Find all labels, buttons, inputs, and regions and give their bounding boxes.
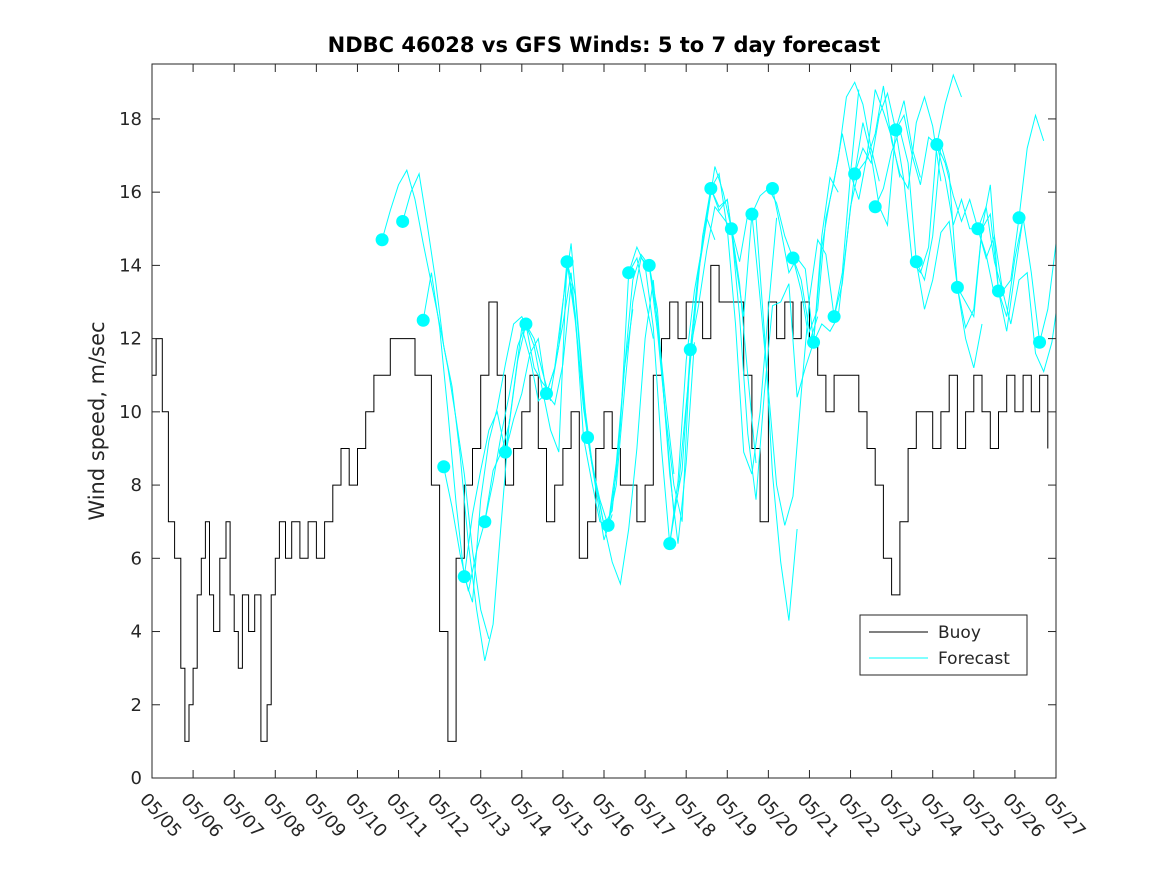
legend: Buoy Forecast xyxy=(859,614,1028,676)
y-tick-label: 10 xyxy=(119,402,142,423)
forecast-marker xyxy=(868,200,882,214)
forecast-run-line xyxy=(463,283,572,577)
forecast-run-line xyxy=(874,128,983,369)
forecast-run-line xyxy=(730,175,839,500)
y-axis-label: Wind speed, m/sec xyxy=(85,321,109,520)
chart-title: NDBC 46028 vs GFS Winds: 5 to 7 day fore… xyxy=(328,33,881,57)
forecast-run-line xyxy=(402,172,510,661)
forecast-run-line xyxy=(689,205,798,621)
forecast-marker xyxy=(704,181,718,195)
forecast-marker xyxy=(1033,335,1047,349)
forecast-marker xyxy=(498,445,512,459)
forecast-marker xyxy=(827,310,841,324)
forecast-marker xyxy=(765,181,779,195)
forecast-run-line xyxy=(895,113,1004,292)
forecast-marker xyxy=(1012,211,1026,225)
y-tick-label: 4 xyxy=(131,622,142,643)
forecast-marker xyxy=(375,233,389,247)
forecast-marker xyxy=(683,343,697,357)
forecast-run-line xyxy=(504,243,613,541)
buoy-series xyxy=(152,264,1049,742)
forecast-marker xyxy=(745,207,759,221)
forecast-marker xyxy=(930,138,944,152)
forecast-marker xyxy=(396,214,410,228)
forecast-marker xyxy=(889,123,903,137)
forecast-marker xyxy=(416,313,430,327)
forecast-run-line xyxy=(710,187,819,343)
forecast-run-line xyxy=(628,186,736,544)
forecast-run-line xyxy=(751,89,860,526)
forecast-series xyxy=(381,73,1057,661)
buoy-line xyxy=(152,264,1049,742)
y-tick-label: 8 xyxy=(131,475,142,496)
y-tick-label: 0 xyxy=(131,768,142,789)
forecast-run-line xyxy=(854,73,962,274)
forecast-marker xyxy=(642,258,656,272)
forecast-run-line xyxy=(669,172,778,544)
forecast-run-line xyxy=(977,228,1057,374)
forecast-marker xyxy=(457,570,471,584)
forecast-run-line xyxy=(648,166,757,515)
forecast-marker xyxy=(539,387,553,401)
legend-buoy-label: Buoy xyxy=(938,623,981,643)
forecast-run-line xyxy=(813,100,921,343)
forecast-run-line xyxy=(936,113,1045,293)
forecast-marker xyxy=(786,251,800,265)
legend-box xyxy=(859,614,1028,676)
forecast-marker xyxy=(724,222,738,236)
forecast-marker xyxy=(519,317,533,331)
forecast-run-line xyxy=(587,279,695,586)
y-axis: 0 2 4 6 8 10 12 14 16 18 xyxy=(119,109,1056,789)
forecast-run-line xyxy=(381,168,490,640)
y-tick-label: 6 xyxy=(131,548,142,569)
forecast-marker xyxy=(909,255,923,269)
forecast-marker xyxy=(807,335,821,349)
forecast-markers xyxy=(375,123,1047,584)
forecast-marker xyxy=(848,167,862,181)
forecast-marker xyxy=(663,537,677,551)
forecast-marker xyxy=(971,222,985,236)
y-tick-label: 12 xyxy=(119,329,142,350)
forecast-marker xyxy=(601,518,615,532)
forecast-run-line xyxy=(525,261,634,527)
forecast-marker xyxy=(950,280,964,294)
y-tick-label: 14 xyxy=(119,255,142,276)
forecast-marker xyxy=(478,515,492,529)
y-tick-label: 2 xyxy=(131,695,142,716)
y-tick-label: 16 xyxy=(119,182,142,203)
y-tick-label: 18 xyxy=(119,109,142,130)
forecast-marker xyxy=(581,430,595,444)
forecast-run-line xyxy=(833,85,942,317)
forecast-marker xyxy=(437,460,451,474)
forecast-run-line xyxy=(915,144,1024,332)
forecast-marker xyxy=(560,255,574,269)
forecast-marker xyxy=(991,284,1005,298)
legend-forecast-label: Forecast xyxy=(938,649,1010,669)
forecast-marker xyxy=(622,266,636,280)
forecast-run-line xyxy=(443,322,552,592)
